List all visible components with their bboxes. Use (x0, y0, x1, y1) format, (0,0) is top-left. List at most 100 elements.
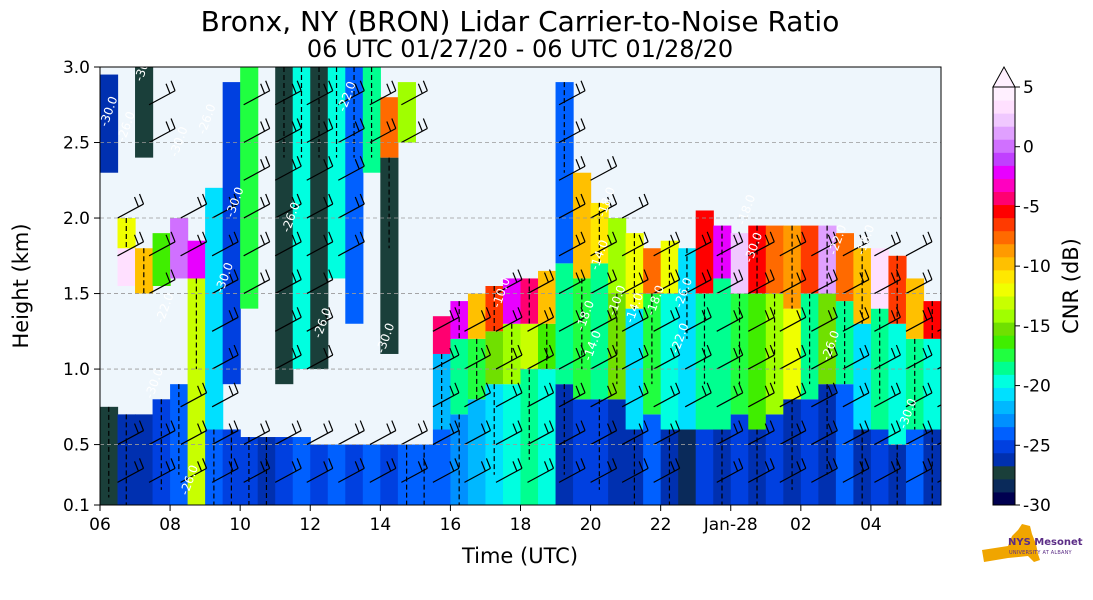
barb-flag (675, 458, 681, 469)
cnr-cell (502, 278, 522, 324)
barb-shaft (905, 392, 933, 408)
barb-shaft (180, 430, 207, 446)
x-axis-label: Time (UTC) (461, 544, 578, 568)
barb-flag (922, 234, 928, 246)
barb-flag (359, 80, 365, 91)
barb-flag (260, 196, 266, 208)
barb-flag (265, 458, 271, 469)
barb-flag (827, 310, 833, 321)
barb-flag (832, 307, 838, 318)
wind-barb (369, 420, 397, 446)
colorbar-swatch (993, 204, 1015, 219)
wind-barb (243, 80, 271, 106)
barb-flag (233, 344, 239, 356)
cnr-cell (135, 67, 154, 158)
wind-barb (306, 118, 334, 144)
wind-barb (842, 307, 870, 332)
colorbar-swatch (993, 361, 1015, 375)
wind-barbs (117, 80, 963, 483)
barb-flag (864, 420, 870, 431)
barb-shaft (716, 392, 744, 408)
barb-flag (859, 234, 865, 246)
barb-flag (133, 234, 140, 246)
barb-flag (480, 385, 486, 397)
barb-flag (291, 83, 297, 94)
barb-flag (670, 272, 676, 283)
wind-barb (148, 118, 176, 144)
barb-shaft (306, 279, 334, 295)
y-tick-label: 3.0 (63, 58, 90, 78)
barb-flag (512, 347, 518, 359)
barb-shaft (716, 467, 744, 483)
chart-subtitle: 06 UTC 01/27/20 - 06 UTC 01/28/20 (306, 35, 734, 63)
wind-barb (117, 231, 145, 257)
wind-barb (306, 420, 334, 446)
wind-barb (811, 231, 838, 257)
colorbar-swatch (993, 165, 1015, 179)
barb-flag (859, 347, 865, 359)
y-tick-label: 1.0 (63, 360, 90, 380)
barb-shaft (464, 316, 491, 332)
x-tick-label: 10 (229, 515, 251, 535)
barb-shaft (811, 467, 838, 483)
barb-flag (548, 458, 555, 469)
barb-flag (959, 345, 963, 355)
barb-flag (517, 344, 523, 356)
barb-flag (328, 307, 334, 318)
barb-shaft (653, 467, 680, 483)
cnr-cell (100, 74, 119, 173)
barb-shaft (779, 241, 807, 257)
barb-shaft (621, 392, 649, 408)
barb-shaft (874, 392, 901, 408)
barb-flag (796, 385, 802, 397)
barb-flag (323, 234, 329, 246)
wind-barb (811, 382, 838, 408)
barb-flag (233, 231, 239, 243)
barb-shaft (337, 467, 365, 483)
colorbar-swatch (993, 191, 1015, 206)
barb-shaft (905, 467, 933, 483)
barb-flag (927, 420, 933, 431)
barb-flag (769, 420, 775, 431)
barb-flag (265, 118, 271, 129)
barb-flag (738, 269, 744, 280)
barb-shaft (558, 467, 586, 483)
barb-flag (323, 196, 329, 208)
wind-barb (274, 156, 302, 181)
barb-flag (296, 231, 302, 243)
barb-flag (580, 231, 586, 243)
barb-flag (643, 344, 649, 356)
barb-shaft (684, 241, 712, 257)
wind-barb (747, 269, 775, 295)
cnr-cell (520, 323, 539, 370)
x-tick-label: 20 (580, 515, 602, 535)
barb-flag (575, 196, 581, 208)
barb-flag (922, 347, 928, 359)
wind-barb (148, 269, 176, 295)
barb-flag (801, 458, 807, 469)
barb-flag (643, 307, 649, 318)
wind-barb (306, 269, 334, 295)
colorbar-label: CNR (dB) (1059, 238, 1083, 334)
barb-flag (202, 420, 208, 431)
barb-flag (512, 310, 518, 321)
cnr-cell (432, 316, 452, 354)
barb-flag (422, 80, 428, 91)
chart-title: Bronx, NY (BRON) Lidar Carrier-to-Noise … (200, 5, 840, 38)
colorbar-frame (992, 86, 1016, 506)
barb-flag (895, 382, 901, 394)
barb-flag (643, 420, 649, 431)
barb-flag (796, 423, 802, 434)
wind-barb (211, 458, 239, 483)
barb-flag (607, 196, 613, 208)
barb-shaft (558, 203, 586, 219)
wind-barb (337, 118, 365, 144)
barb-shaft (495, 316, 523, 332)
barb-shaft (211, 279, 239, 295)
cnr-cell (467, 338, 487, 400)
wind-barb (842, 344, 870, 370)
barb-flag (638, 234, 644, 246)
barb-shaft (306, 127, 334, 144)
barb-flag (170, 420, 176, 431)
barb-shaft (590, 354, 617, 370)
